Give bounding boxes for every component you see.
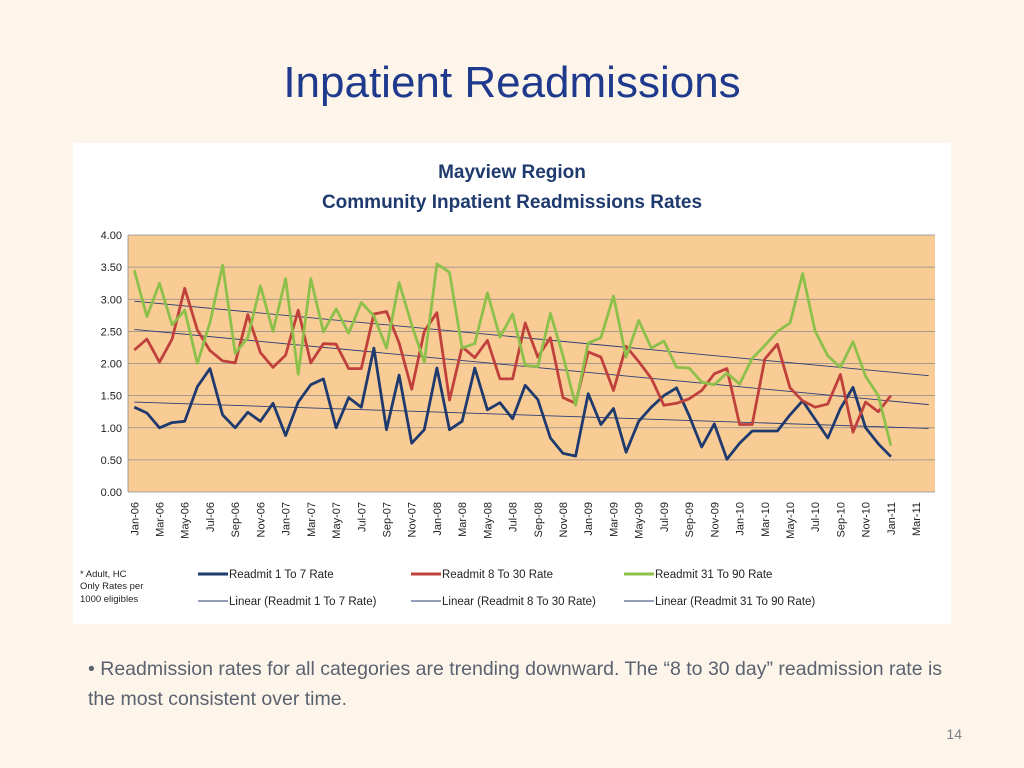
x-tick-label: Nov-09 xyxy=(709,502,721,537)
series-line xyxy=(133,286,893,434)
footnote-line: Only Rates per xyxy=(80,581,143,592)
slide-title: Inpatient Readmissions xyxy=(283,58,741,107)
x-tick-label: May-09 xyxy=(634,502,646,539)
x-tick-label: Jul-09 xyxy=(659,502,671,532)
legend-label: Linear (Readmit 1 To 7 Rate) xyxy=(229,596,377,608)
x-tick-label: Jul-10 xyxy=(810,502,822,532)
y-axis-ticks: 0.00 0.50 1.00 1.50 2.00 2.50 3.00 3.50 4.00 xyxy=(101,230,122,499)
chart-panel: Mayview Region Community Inpatient Readm… xyxy=(73,143,951,624)
x-tick-label: Nov-10 xyxy=(861,502,873,537)
x-tick-label: Mar-10 xyxy=(760,502,772,537)
y-tick-label: 2.50 xyxy=(101,326,122,338)
y-tick-label: 0.00 xyxy=(101,487,122,499)
y-tick-label: 1.50 xyxy=(101,391,122,403)
x-tick-label: Sep-07 xyxy=(381,502,393,537)
legend-label: Linear (Readmit 8 To 30 Rate) xyxy=(442,596,596,608)
series-line xyxy=(133,346,892,461)
bullet-text: Readmission rates for all categories are… xyxy=(88,658,943,710)
x-tick-label: Nov-07 xyxy=(407,502,419,537)
chart-subtitle: Community Inpatient Readmissions Rates xyxy=(322,192,702,213)
footnote-line: * Adult, HC xyxy=(80,569,127,580)
x-tick-label: Nov-08 xyxy=(558,502,570,537)
x-tick-label: Sep-08 xyxy=(533,502,545,537)
footnote: * Adult, HC Only Rates per 1000 eligible… xyxy=(80,569,143,605)
x-tick-label: May-06 xyxy=(180,502,192,539)
page-number: 14 xyxy=(946,726,962,742)
x-tick-label: Mar-08 xyxy=(457,502,469,537)
x-tick-label: Sep-10 xyxy=(835,502,847,537)
trend-line xyxy=(134,401,929,429)
y-tick-label: 2.00 xyxy=(101,359,122,371)
legend-label: Readmit 31 To 90 Rate xyxy=(655,569,772,581)
x-tick-label: May-10 xyxy=(785,502,797,539)
chart-title: Mayview Region xyxy=(438,162,586,183)
x-tick-label: Jan-11 xyxy=(886,502,898,535)
x-axis-ticks: Jan-06 Mar-06 May-06 Jul-06 Sep-06 Nov-06 Jan-… xyxy=(129,502,923,539)
y-tick-label: 3.00 xyxy=(101,294,122,306)
x-tick-label: Jul-06 xyxy=(205,502,217,532)
data-series xyxy=(132,262,893,461)
x-tick-label: Jan-10 xyxy=(735,502,747,536)
x-tick-label: Sep-06 xyxy=(230,502,242,537)
series-line xyxy=(132,262,893,447)
legend-label: Linear (Readmit 31 To 90 Rate) xyxy=(655,596,815,608)
x-tick-label: Mar-06 xyxy=(155,502,167,537)
legend-label: Readmit 1 To 7 Rate xyxy=(229,569,334,581)
x-tick-label: Jan-07 xyxy=(281,502,293,536)
y-tick-label: 0.50 xyxy=(101,455,122,467)
legend: Readmit 1 To 7 Rate Readmit 8 To 30 Rate R… xyxy=(198,569,815,608)
y-tick-label: 3.50 xyxy=(101,262,122,274)
x-tick-label: Jul-08 xyxy=(508,502,520,532)
y-tick-label: 1.00 xyxy=(101,423,122,435)
x-tick-label: Mar-07 xyxy=(306,502,318,537)
x-tick-label: Sep-09 xyxy=(684,502,696,537)
bullet-marker: • xyxy=(88,658,95,680)
legend-label: Readmit 8 To 30 Rate xyxy=(442,569,553,581)
gridlines xyxy=(127,234,935,493)
x-tick-label: May-08 xyxy=(482,502,494,539)
x-tick-label: Jan-06 xyxy=(129,502,141,536)
footnote-line: 1000 eligibles xyxy=(80,594,138,605)
y-tick-label: 4.00 xyxy=(101,230,122,242)
x-tick-label: Jan-08 xyxy=(432,502,444,536)
x-tick-label: Mar-09 xyxy=(608,502,620,537)
x-tick-label: Nov-06 xyxy=(255,502,267,537)
x-tick-label: Jul-07 xyxy=(356,502,368,532)
bullet-point: • Readmission rates for all categories a… xyxy=(88,654,948,714)
x-tick-label: Jan-09 xyxy=(583,502,595,536)
x-tick-label: May-07 xyxy=(331,502,343,539)
x-tick-label: Mar-11 xyxy=(911,502,923,536)
line-chart: Mayview Region Community Inpatient Readm… xyxy=(80,162,935,608)
